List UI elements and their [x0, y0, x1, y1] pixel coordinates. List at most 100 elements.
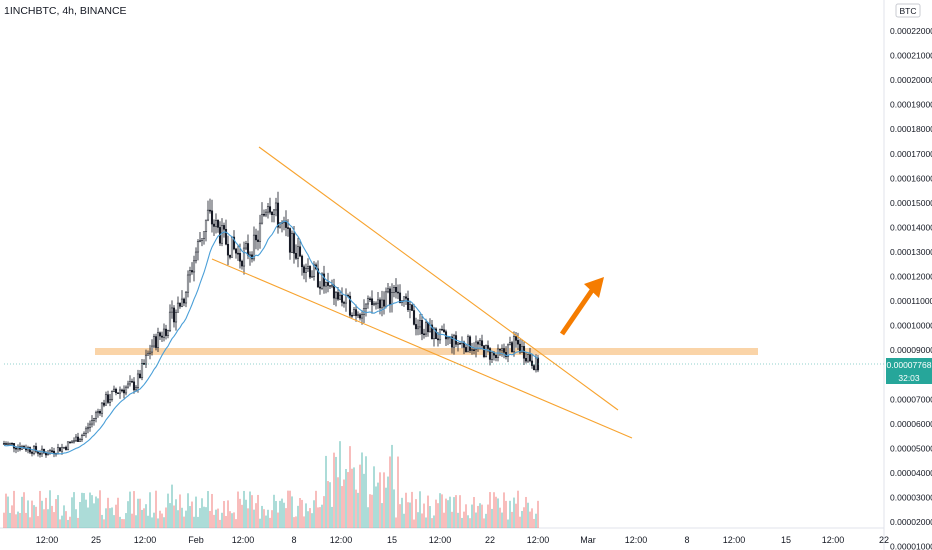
candle-body — [50, 450, 54, 452]
bullish-arrow-shaft — [559, 284, 598, 336]
volume-bar — [17, 511, 19, 528]
candle-body — [60, 447, 64, 452]
candle-body — [520, 346, 524, 353]
candle-body — [258, 222, 262, 242]
volume-bar — [351, 468, 353, 528]
volume-bar — [275, 501, 277, 528]
candle-body — [290, 233, 294, 253]
volume-bar — [445, 498, 447, 528]
volume-bar — [507, 519, 509, 528]
volume-bar — [535, 513, 537, 528]
volume-bar — [257, 494, 259, 528]
candle-body — [384, 291, 388, 307]
volume-bar — [247, 508, 249, 528]
candle-body — [490, 352, 494, 360]
volume-bar — [5, 493, 7, 528]
candle-body — [440, 329, 444, 331]
candle-body — [100, 402, 104, 414]
candle-body — [30, 451, 34, 454]
volume-bar — [67, 519, 69, 528]
volume-bar — [317, 507, 319, 528]
candle-body — [302, 266, 306, 273]
volume-bar — [45, 497, 47, 528]
candle-body — [424, 322, 428, 335]
y-tick-label: 0.00007000 — [890, 394, 932, 404]
candle-body — [104, 394, 108, 406]
volume-bar — [289, 490, 291, 528]
candle-body — [92, 418, 96, 421]
volume-bar — [89, 492, 91, 528]
candle-body — [118, 389, 122, 394]
y-tick-label: 0.00020000 — [890, 75, 932, 85]
candle-body — [48, 450, 52, 455]
y-tick-label: 0.00017000 — [890, 149, 932, 159]
volume-bar — [345, 469, 347, 528]
y-tick-label: 0.00018000 — [890, 124, 932, 134]
candle-body — [112, 388, 116, 392]
volume-bar — [87, 507, 89, 528]
volume-bar — [97, 498, 99, 528]
candle-body — [114, 388, 118, 393]
candle-body — [206, 209, 210, 221]
volume-bar — [343, 479, 345, 528]
x-tick-label: 12:00 — [822, 535, 845, 545]
volume-bar — [481, 504, 483, 528]
candle-body — [356, 314, 360, 317]
candle-body — [194, 251, 198, 262]
candle-body — [474, 341, 478, 350]
candle-body — [140, 363, 144, 379]
volume-bar — [73, 492, 75, 528]
volume-bar — [239, 498, 241, 528]
candle-body — [266, 206, 270, 213]
volume-bar — [447, 500, 449, 528]
candle-body — [76, 436, 80, 442]
candle-body — [230, 236, 234, 258]
volume-bar — [135, 515, 137, 528]
volume-bar — [437, 503, 439, 528]
volume-bar — [265, 515, 267, 528]
y-tick-label: 0.00022000 — [890, 26, 932, 36]
volume-bar — [283, 502, 285, 528]
candle-body — [128, 381, 132, 385]
volume-bar — [409, 502, 411, 528]
volume-bar — [361, 452, 363, 528]
volume-bar — [77, 517, 79, 528]
countdown-value: 32:03 — [898, 373, 920, 383]
volume-bar — [473, 497, 475, 528]
volume-bar — [241, 504, 243, 528]
candle-body — [342, 302, 346, 304]
candle-body — [82, 433, 86, 436]
candle-body — [70, 441, 74, 444]
volume-bar — [133, 491, 135, 528]
candle-body — [288, 228, 292, 253]
volume-bar — [37, 516, 39, 528]
volume-bar — [423, 503, 425, 528]
volume-bar — [7, 496, 9, 528]
volume-bar — [221, 512, 223, 528]
candle-body — [308, 266, 312, 278]
y-tick-label: 0.00019000 — [890, 100, 932, 110]
candle-body — [196, 241, 200, 253]
volume-bar — [489, 492, 491, 528]
volume-bar — [109, 508, 111, 528]
volume-bar — [85, 499, 87, 528]
volume-bar — [225, 515, 227, 528]
candle-body — [102, 402, 106, 406]
volume-bar — [377, 482, 379, 528]
candle-body — [66, 441, 70, 450]
volume-bar — [61, 515, 63, 528]
candle-body — [178, 302, 182, 307]
candle-body — [120, 389, 124, 392]
candle-body — [418, 320, 422, 328]
volume-bar — [103, 519, 105, 528]
volume-bar — [131, 513, 133, 528]
volume-bar — [139, 498, 141, 528]
volume-bar — [369, 494, 371, 528]
candle-body — [270, 211, 274, 216]
volume-bar — [397, 456, 399, 528]
y-tick-label: 0.00009000 — [890, 345, 932, 355]
candle-body — [216, 220, 220, 228]
volume-bar — [429, 506, 431, 528]
volume-bar — [479, 503, 481, 528]
